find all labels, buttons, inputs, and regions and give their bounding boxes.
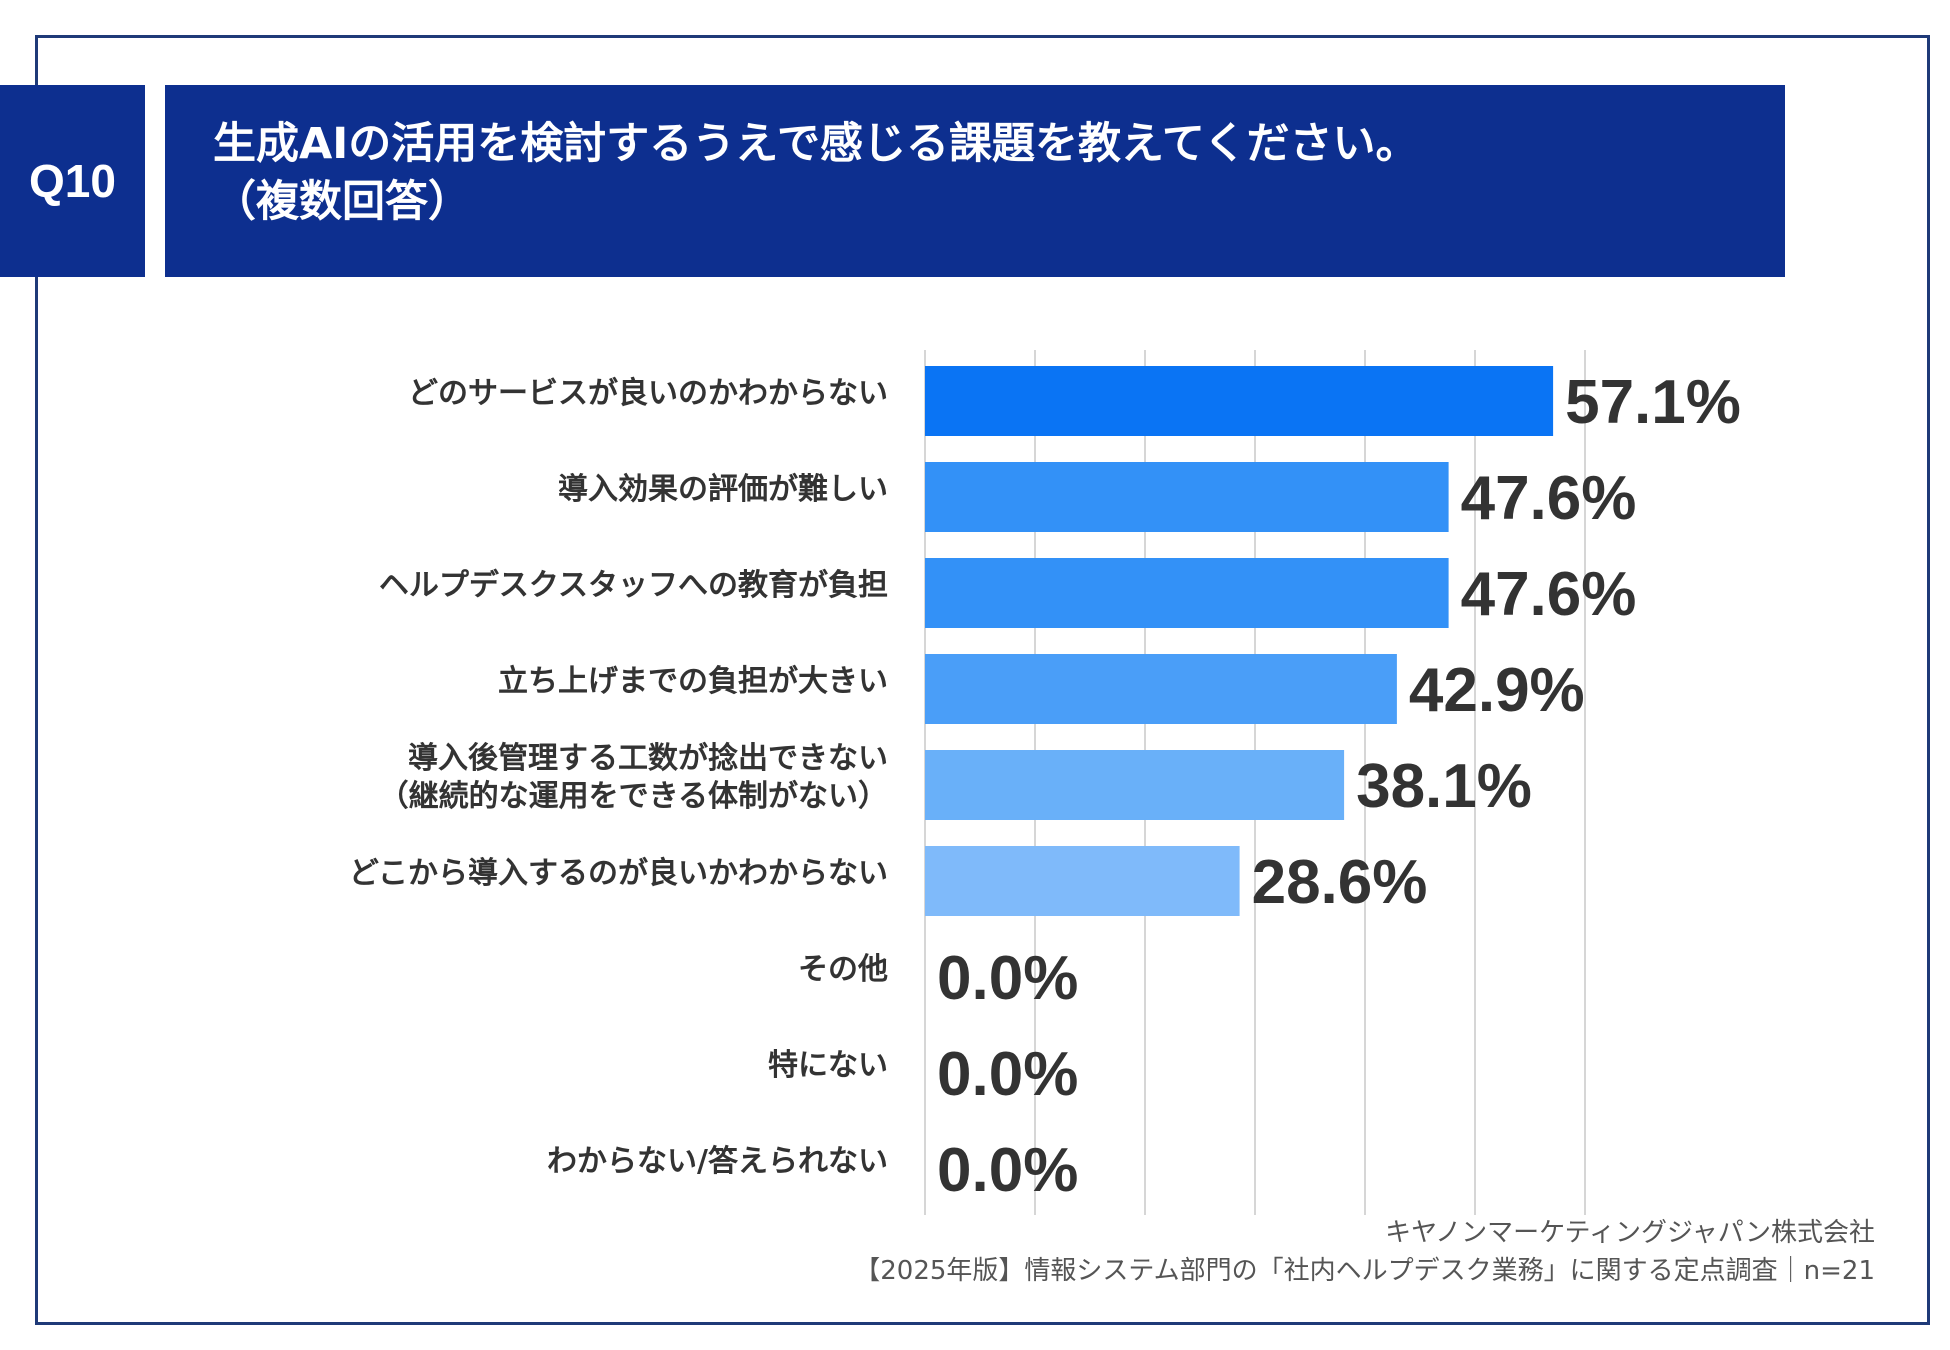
category-label: 導入後管理する工数が捻出できない bbox=[408, 741, 888, 776]
bar bbox=[925, 558, 1449, 628]
value-label: 47.6% bbox=[1461, 560, 1637, 629]
category-label: どこから導入するのが良いかわからない bbox=[349, 856, 888, 891]
category-label: ヘルプデスクスタッフへの教育が負担 bbox=[379, 568, 888, 603]
value-label: 0.0% bbox=[937, 1136, 1078, 1205]
category-label: どのサービスが良いのかわからない bbox=[408, 376, 888, 411]
bar bbox=[925, 366, 1554, 436]
category-label: （継続的な運用をできる体制がない） bbox=[379, 779, 888, 814]
bar bbox=[925, 654, 1397, 724]
value-label: 28.6% bbox=[1252, 848, 1428, 917]
category-label: わからない/答えられない bbox=[547, 1144, 888, 1179]
question-title: 生成AIの活用を検討するうえで感じる課題を教えてください。 （複数回答） bbox=[165, 85, 1785, 277]
value-label: 38.1% bbox=[1356, 752, 1532, 821]
question-title-line1: 生成AIの活用を検討するうえで感じる課題を教えてください。 bbox=[213, 119, 1419, 169]
bar bbox=[925, 846, 1240, 916]
value-label: 57.1% bbox=[1565, 368, 1741, 437]
footer-company: キヤノンマーケティングジャパン株式会社 bbox=[1385, 1218, 1875, 1248]
question-number: Q10 bbox=[0, 85, 145, 277]
footer-source: 【2025年版】情報システム部門の「社内ヘルプデスク業務」に関する定点調査｜n=… bbox=[854, 1256, 1875, 1286]
value-label: 47.6% bbox=[1461, 464, 1637, 533]
category-label: 導入効果の評価が難しい bbox=[558, 472, 888, 507]
value-label: 0.0% bbox=[937, 1040, 1078, 1109]
category-label: 立ち上げまでの負担が大きい bbox=[498, 664, 888, 699]
bar bbox=[925, 462, 1449, 532]
value-label: 42.9% bbox=[1409, 656, 1585, 725]
category-label: 特にない bbox=[768, 1048, 888, 1083]
category-label: その他 bbox=[798, 952, 888, 987]
question-title-line2: （複数回答） bbox=[213, 177, 471, 227]
bar bbox=[925, 750, 1345, 820]
value-label: 0.0% bbox=[937, 944, 1078, 1013]
